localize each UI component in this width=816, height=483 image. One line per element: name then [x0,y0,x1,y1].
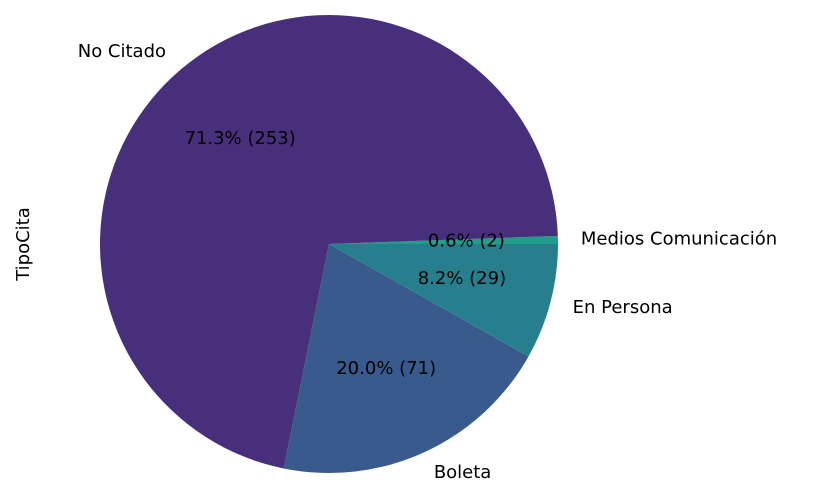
slice-label: Medios Comunicación [581,229,777,250]
slice-value-label: 71.3% (253) [184,128,295,149]
slice-value-label: 8.2% (29) [418,268,506,289]
pie-slice [329,244,558,357]
slice-label: Boleta [434,462,492,483]
pie-slice [329,235,558,244]
pie-slice [100,14,558,469]
slice-label: No Citado [78,41,166,62]
pie-slice [283,244,529,473]
slice-label: En Persona [573,297,673,318]
slice-value-label: 0.6% (2) [428,231,505,252]
y-axis-label: TipoCita [13,207,34,282]
slice-value-label: 20.0% (71) [336,358,436,379]
